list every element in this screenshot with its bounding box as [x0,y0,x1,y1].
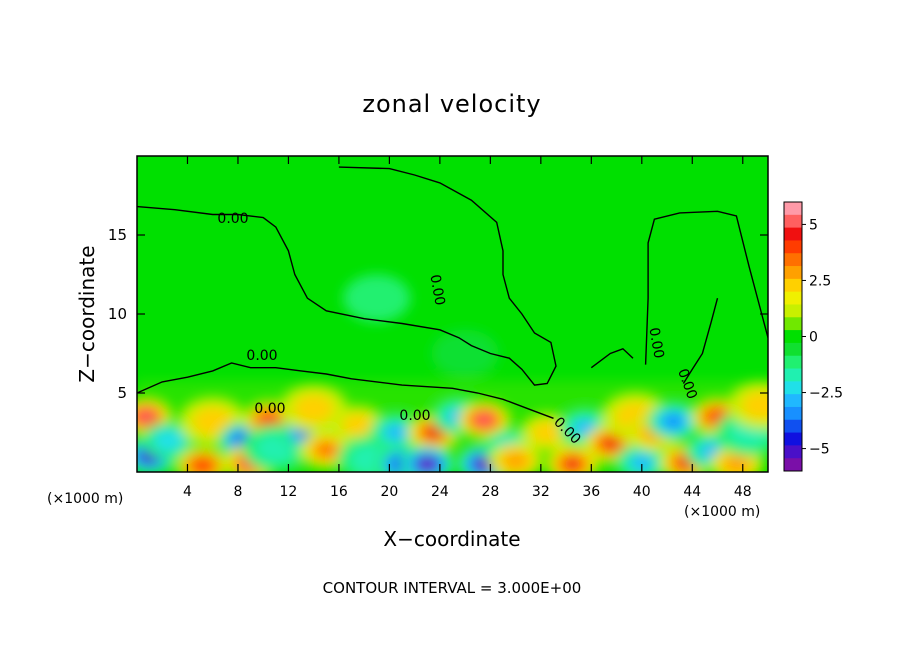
x-tick-label-3: 16 [330,484,348,500]
x-axis: 4 8 12 16 20 24 28 32 36 40 44 48 [183,156,752,500]
x-tick-label-1: 8 [233,484,242,500]
y-tick-label-0: 5 [117,384,127,402]
field-feature-36 [728,381,768,430]
contour-label-7: 0.00 [399,408,430,424]
colorbar-segment-13 [784,368,802,382]
field-feature-30 [646,402,700,441]
field-feature-19 [457,401,511,439]
y-axis-label: Z−coordinate [75,245,99,382]
colorbar-segment-2 [784,227,802,241]
colorbar: 5 2.5 0 −2.5 −5 [783,201,843,472]
x-tick-label-8: 36 [582,484,600,500]
colorbar-segment-20 [784,458,802,472]
contour-label-3: 0.00 [426,273,447,306]
colorbar-segment-17 [784,419,802,434]
plot-area [137,156,768,472]
field-feature-2 [142,421,195,460]
contour-label-0: 0.00 [217,211,248,227]
x-axis-label: X−coordinate [383,527,520,551]
x-tick-label-4: 20 [380,484,398,500]
colorbar-label-3: −2.5 [809,386,843,402]
zero-contour-1 [137,362,554,419]
y-axis: 5 10 15 [108,226,768,402]
field-feature-28 [615,443,669,472]
colorbar-segment-9 [784,317,802,331]
x-tick-label-10: 44 [683,484,701,500]
zero-contour-3 [590,347,634,369]
x-tick-label-7: 32 [532,484,550,500]
colorbar-segment-10 [784,330,802,344]
chart-title: zonal velocity [362,90,541,118]
field-feature-3 [176,446,230,472]
colorbar-segment-5 [784,266,802,280]
zero-contour-2 [644,210,768,365]
colorbar-label-4: −5 [809,442,830,458]
field-feature-10 [280,385,348,433]
colorbar-segment-8 [784,304,802,318]
zero-contour-4 [682,298,719,384]
field-feature-17 [400,445,454,472]
colorbar-segment-18 [784,432,802,446]
colorbar-segment-11 [784,342,802,357]
colorbar-segment-0 [784,202,802,216]
field-feature-22 [489,442,542,472]
colorbar-segment-6 [784,278,802,293]
contour-label-2: 0.00 [254,401,285,417]
colorbar-label-0: 5 [809,217,818,233]
x-unit-right: (×1000 m) [684,504,760,520]
x-unit-left: (×1000 m) [47,491,123,507]
colorbar-segment-12 [784,355,802,370]
x-tick-label-11: 48 [734,484,752,500]
colorbar-label-1: 2.5 [809,273,831,289]
colorbar-segment-19 [784,445,802,459]
y-tick-label-2: 15 [108,226,127,244]
colorbar-segment-16 [784,406,802,421]
x-tick-label-2: 12 [280,484,298,500]
field-feature-24 [545,445,599,472]
colorbar-segment-1 [784,214,802,229]
colorbar-label-2: 0 [809,330,818,346]
colorbar-segment-14 [784,381,802,395]
colorbar-segment-4 [784,253,802,267]
contour-label-5: 0.00 [645,326,666,359]
zero-contour-0 [137,166,557,386]
y-tick-label-1: 10 [108,305,127,323]
zero-contours [137,166,768,419]
x-tick-label-6: 28 [481,484,499,500]
contour-interval-footer: CONTOUR INTERVAL = 3.000E+00 [323,579,582,597]
contour-label-1: 0.00 [246,348,277,364]
colorbar-segment-7 [784,291,802,305]
field-feature-37 [343,274,411,323]
field-feature-38 [431,329,499,378]
x-tick-label-9: 40 [633,484,651,500]
field-feature-14 [369,413,423,452]
colorbar-segment-3 [784,240,802,254]
colorbar-segment-15 [784,394,802,408]
x-tick-label-5: 24 [431,484,449,500]
velocity-field [137,274,768,472]
x-tick-label-0: 4 [183,484,192,500]
